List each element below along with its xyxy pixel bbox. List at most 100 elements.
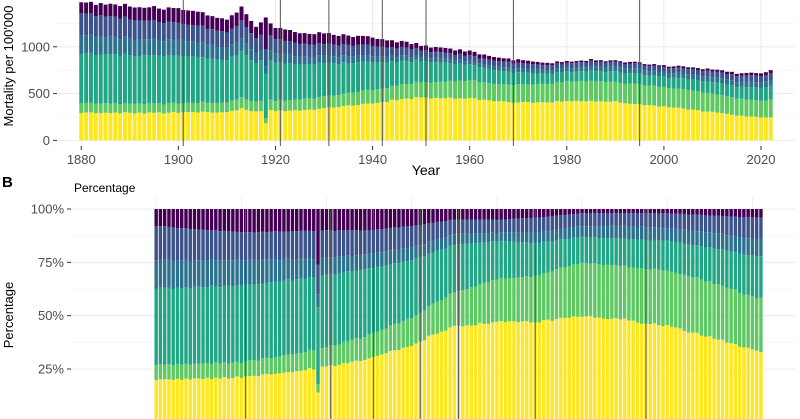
panel-b-bar-1974-1 [554, 318, 559, 419]
panel-b-bar-1919-6 [320, 209, 324, 231]
panel-b-bar-1956-3 [478, 242, 482, 285]
panel-a-bar-1916-6 [254, 26, 259, 39]
panel-b-bar-1987-4 [610, 225, 614, 239]
panel-b-bar-1993-6 [635, 209, 640, 214]
panel-a-bar-1947-5 [404, 47, 409, 56]
panel-a-bar-1930-3 [322, 63, 327, 97]
panel-a-bar-1936-4 [351, 56, 356, 64]
panel-a-bar-1943-1 [385, 101, 390, 141]
panel-a-bar-1924-5 [292, 42, 297, 57]
panel-b-bar-2004-5 [682, 213, 686, 230]
panel-a-bar-1899-6 [171, 7, 176, 23]
panel-a-bar-1944-5 [390, 46, 395, 56]
panel-b-bar-1898-6 [231, 209, 235, 232]
panel-a-bar-1978-3 [555, 72, 560, 82]
panel-b-bar-1976-5 [563, 214, 567, 229]
panel-a-bar-1912-5 [234, 25, 239, 43]
panel-a-bar-1883-3 [93, 54, 98, 104]
panel-b-bar-1947-1 [439, 331, 444, 419]
panel-b-bar-1917-3 [312, 276, 316, 351]
panel-b-bar-1905-2 [260, 358, 265, 375]
panel-a-bar-1890-4 [127, 38, 132, 56]
panel-b-bar-1991-1 [627, 320, 631, 419]
panel-a-bar-1999-4 [657, 71, 662, 77]
panel-b-bar-1938-2 [401, 320, 405, 348]
panel-a-bar-1970-3 [516, 72, 521, 85]
panel-a-bar-2010-1 [710, 111, 715, 141]
panel-a-bar-2014-4 [729, 80, 734, 86]
panel-b-bar-2006-3 [691, 244, 695, 278]
panel-a-bar-2010-3 [710, 82, 715, 94]
panel-b-bar-1971-2 [542, 273, 546, 321]
panel-a-bar-1900-6 [176, 8, 181, 23]
panel-b-bar-2010-1 [708, 336, 712, 419]
panel-b-bar-1906-4 [265, 259, 269, 283]
panel-b-bar-1989-6 [618, 209, 623, 214]
panel-a-bar-1998-2 [652, 85, 657, 106]
panel-b-bar-1924-4 [341, 256, 346, 273]
panel-a-x-tick-label: 2000 [649, 152, 678, 167]
panel-b-bar-1992-4 [631, 226, 635, 240]
panel-b-bar-1911-4 [286, 258, 290, 280]
panel-a-bar-1894-3 [147, 55, 152, 103]
panel-b-bar-1904-4 [256, 260, 261, 285]
panel-b-bar-1883-2 [167, 364, 171, 380]
panel-a-bar-2016-5 [739, 75, 744, 82]
panel-b-bar-1926-3 [350, 271, 354, 340]
panel-b-bar-1981-5 [584, 213, 589, 227]
panel-b-bar-1932-1 [375, 355, 380, 419]
panel-b-bar-2006-5 [691, 214, 695, 231]
panel-b-bar-1885-1 [175, 378, 180, 419]
panel-a-bar-1885-2 [103, 103, 108, 113]
panel-b-bar-1954-5 [469, 219, 474, 235]
panel-a-bar-1890-1 [127, 112, 132, 141]
panel-b-bar-1997-3 [652, 239, 657, 269]
panel-a-bar-1953-6 [433, 47, 438, 52]
panel-b-bar-2008-2 [699, 279, 704, 336]
panel-a-bar-1990-4 [613, 66, 618, 72]
panel-a-y-tick-label: 0 [43, 133, 50, 148]
panel-b-bar-1920-1 [324, 366, 329, 419]
panel-b-bar-1948-4 [444, 237, 448, 249]
panel-b-bar-1946-5 [435, 221, 439, 240]
panel-b-bar-1979-2 [576, 264, 580, 317]
panel-b-bar-1889-5 [192, 229, 197, 261]
panel-b-bar-1928-2 [358, 338, 363, 362]
panel-b-bar-1926-4 [350, 255, 354, 272]
panel-b-bar-1937-2 [397, 323, 401, 351]
panel-a-bar-1914-3 [244, 55, 249, 100]
panel-a-bar-1950-4 [419, 57, 424, 62]
panel-b-bar-1895-6 [218, 209, 222, 232]
panel-a-bar-1967-3 [501, 71, 506, 85]
panel-a-bar-1993-5 [627, 63, 632, 69]
panel-a-bar-2004-4 [681, 73, 686, 79]
panel-a-bar-1903-4 [190, 41, 195, 57]
panel-a-bar-1985-1 [589, 100, 594, 141]
panel-b-bar-1889-6 [192, 209, 197, 230]
panel-b-bar-2017-2 [737, 293, 742, 347]
panel-a-bar-1975-6 [540, 62, 545, 65]
panel-b-bar-1961-5 [499, 219, 503, 233]
panel-b-bar-1949-5 [448, 219, 452, 236]
panel-a-bar-1984-3 [584, 71, 589, 82]
panel-a-bar-1944-3 [390, 61, 395, 86]
panel-b-bar-1927-5 [354, 230, 359, 256]
panel-a-bar-1964-4 [487, 65, 492, 69]
panel-a-bar-1881-4 [84, 35, 89, 53]
panel-b-bar-2020-1 [750, 349, 755, 419]
panel-a-bar-1996-1 [642, 105, 647, 141]
panel-a-bar-1924-1 [292, 110, 297, 141]
panel-a-bar-1944-2 [390, 85, 395, 100]
panel-b-bar-1934-6 [384, 209, 388, 229]
panel-b-bar-1949-6 [448, 209, 452, 220]
panel-a-bar-1956-1 [448, 97, 453, 141]
panel-b-bar-2012-5 [716, 215, 721, 234]
panel-b-bar-1971-5 [542, 217, 546, 232]
panel-a-bar-1959-2 [462, 81, 467, 99]
panel-b-bar-1923-4 [337, 256, 342, 274]
panel-a-bar-1968-2 [506, 84, 511, 103]
panel-a-bar-1925-4 [297, 56, 302, 65]
panel-a-x-ticks: 1880 1900 1920 1940 1960 1980 2000 2020 [67, 146, 775, 167]
panel-b-bar-2014-6 [725, 209, 729, 217]
